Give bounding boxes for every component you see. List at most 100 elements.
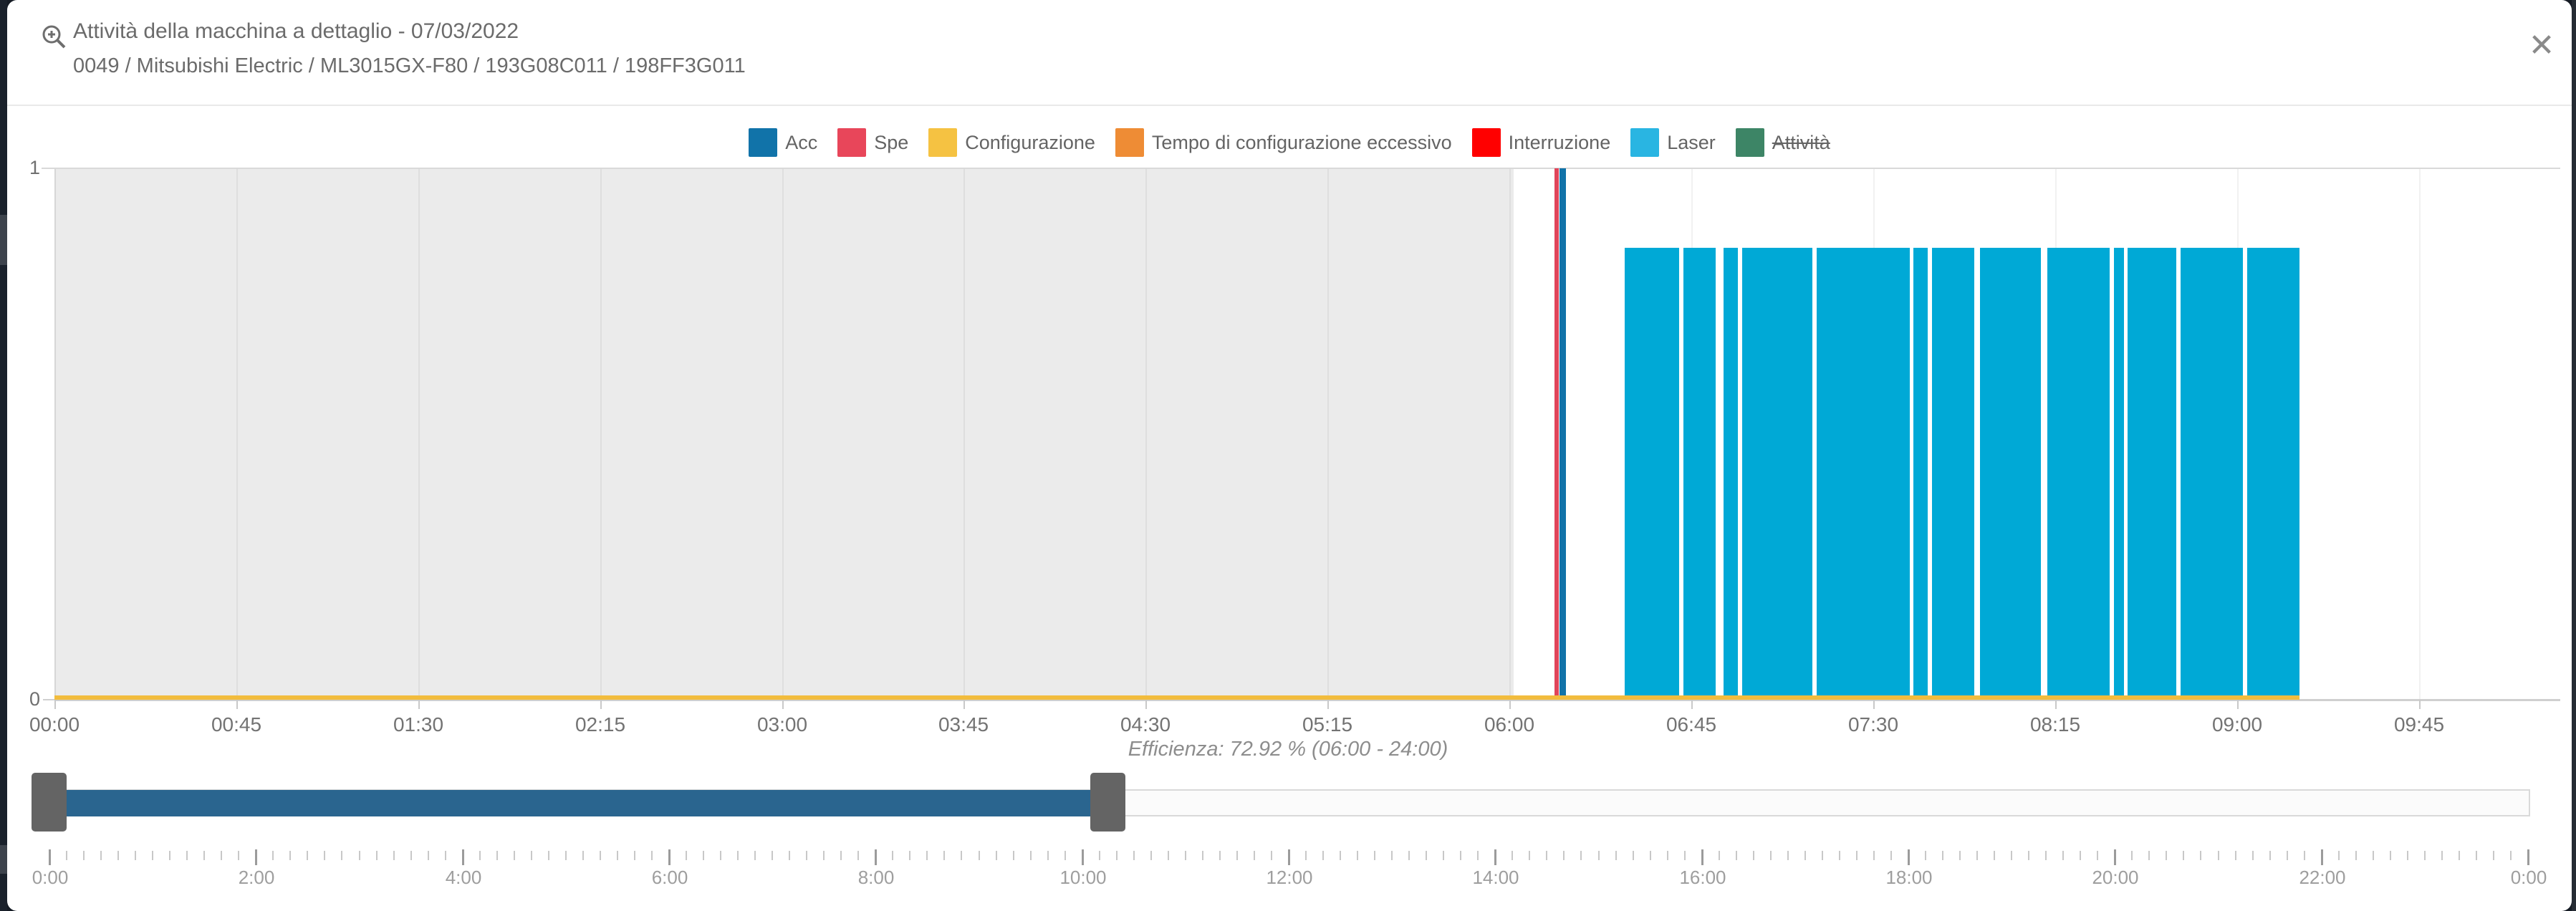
ruler-minor-tick [1615, 851, 1617, 860]
ruler-label: 4:00 [445, 867, 482, 888]
efficiency-caption: Efficienza: 72.92 % (06:00 - 24:00) [1128, 738, 1448, 761]
bar-spe[interactable] [1554, 168, 1559, 700]
ruler-minor-tick [445, 851, 446, 860]
ruler-minor-tick [737, 851, 739, 860]
ruler-minor-tick [1185, 851, 1186, 860]
header-divider [7, 105, 2572, 106]
y-tick-0-mark [43, 699, 54, 700]
x-tick-label: 09:45 [2393, 713, 2445, 736]
ruler-minor-tick [289, 851, 291, 860]
ruler-minor-tick [221, 851, 222, 860]
ruler-minor-tick [186, 851, 188, 860]
close-button[interactable]: ✕ [2528, 28, 2555, 63]
bar-laser[interactable] [1913, 248, 1928, 700]
bar-laser[interactable] [2246, 248, 2300, 700]
ruler-minor-tick [514, 851, 515, 860]
bar-laser[interactable] [1624, 248, 1680, 700]
bar-laser[interactable] [1816, 248, 1910, 700]
ruler-minor-tick [1443, 851, 1444, 860]
ruler-minor-tick [2459, 851, 2460, 860]
ruler-minor-tick [634, 851, 635, 860]
legend-item-spe[interactable]: Spe [837, 128, 908, 157]
ruler-minor-tick [548, 851, 549, 860]
ruler-minor-tick [1546, 851, 1547, 860]
ruler-major-tick [668, 849, 671, 865]
ruler-minor-tick [1804, 851, 1806, 860]
ruler-minor-tick [2510, 851, 2512, 860]
gridline [782, 168, 784, 700]
y-axis-line [54, 168, 56, 700]
bar-laser[interactable] [1741, 248, 1813, 700]
legend-swatch [837, 128, 867, 157]
ruler-minor-tick [1684, 851, 1686, 860]
ruler-minor-tick [1271, 851, 1272, 860]
ruler-minor-tick [1650, 851, 1651, 860]
legend-label: Interruzione [1508, 131, 1611, 153]
ruler-minor-tick [496, 851, 498, 860]
legend-swatch [1115, 128, 1144, 157]
page-edge-right [2572, 0, 2576, 911]
legend-item-tempo-di-configurazione-eccessivo[interactable]: Tempo di configurazione eccessivo [1115, 128, 1452, 157]
ruler-minor-tick [1873, 851, 1875, 860]
ruler-minor-tick [324, 851, 325, 860]
ruler-minor-tick [100, 851, 102, 860]
bar-laser[interactable] [1931, 248, 1974, 700]
bar-laser[interactable] [2180, 248, 2244, 700]
bar-laser[interactable] [2047, 248, 2110, 700]
bar-laser[interactable] [1724, 248, 1738, 700]
ruler-minor-tick [2045, 851, 2047, 860]
ruler-minor-tick [1856, 851, 1857, 860]
ruler-minor-tick [2062, 851, 2064, 860]
ruler-minor-tick [840, 851, 842, 860]
bar-laser[interactable] [2128, 248, 2176, 700]
gridline [1145, 168, 1147, 700]
ruler-minor-tick [1667, 851, 1668, 860]
ruler-label: 12:00 [1266, 867, 1313, 888]
ruler-minor-tick [2355, 851, 2357, 860]
x-tick-label: 01:30 [393, 713, 444, 736]
dialog-title: Attività della macchina a dettaglio - 07… [73, 19, 519, 43]
bar-configurazione[interactable] [54, 695, 2300, 700]
ruler-minor-tick [410, 851, 412, 860]
ruler-minor-tick [169, 851, 170, 860]
slider-selection[interactable] [49, 790, 1090, 816]
ruler-minor-tick [2166, 851, 2167, 860]
legend-item-laser[interactable]: Laser [1630, 128, 1716, 157]
ruler-minor-tick [2476, 851, 2477, 860]
bar-laser[interactable] [1980, 248, 2041, 700]
ruler-minor-tick [1770, 851, 1772, 860]
ruler-minor-tick [2148, 851, 2150, 860]
bar-laser[interactable] [1683, 248, 1716, 700]
ruler-minor-tick [1202, 851, 1203, 860]
ruler-minor-tick [1598, 851, 1600, 860]
ruler-major-tick [2114, 849, 2116, 865]
gridline [600, 168, 602, 700]
bar-acc[interactable] [1559, 168, 1567, 700]
legend-item-interruzione[interactable]: Interruzione [1471, 128, 1611, 157]
ruler-minor-tick [1942, 851, 1943, 860]
ruler-minor-tick [1736, 851, 1737, 860]
x-tick-label: 03:45 [938, 713, 989, 736]
ruler-minor-tick [909, 851, 910, 860]
ruler-minor-tick [1116, 851, 1118, 860]
bar-laser[interactable] [2113, 248, 2124, 700]
ruler-minor-tick [1839, 851, 1840, 860]
legend-swatch [749, 128, 778, 157]
legend-item-configurazione[interactable]: Configurazione [928, 128, 1095, 157]
ruler-minor-tick [479, 851, 481, 860]
ruler-minor-tick [565, 851, 567, 860]
ruler-minor-tick [341, 851, 342, 860]
ruler-minor-tick [1890, 851, 1892, 860]
legend-item-attivit-[interactable]: Attività [1735, 128, 1830, 157]
ruler-minor-tick [772, 851, 773, 860]
ruler-minor-tick [1994, 851, 1995, 860]
x-tick-label: 05:15 [1302, 713, 1353, 736]
ruler-minor-tick [1219, 851, 1221, 860]
ruler-major-tick [2527, 849, 2529, 865]
legend-label: Laser [1667, 131, 1716, 153]
slider-right-handle[interactable] [1090, 773, 1125, 832]
legend-item-acc[interactable]: Acc [749, 128, 817, 157]
x-axis-line [54, 699, 2560, 701]
slider-left-handle[interactable] [32, 773, 67, 832]
x-tick-label: 06:00 [1484, 713, 1535, 736]
